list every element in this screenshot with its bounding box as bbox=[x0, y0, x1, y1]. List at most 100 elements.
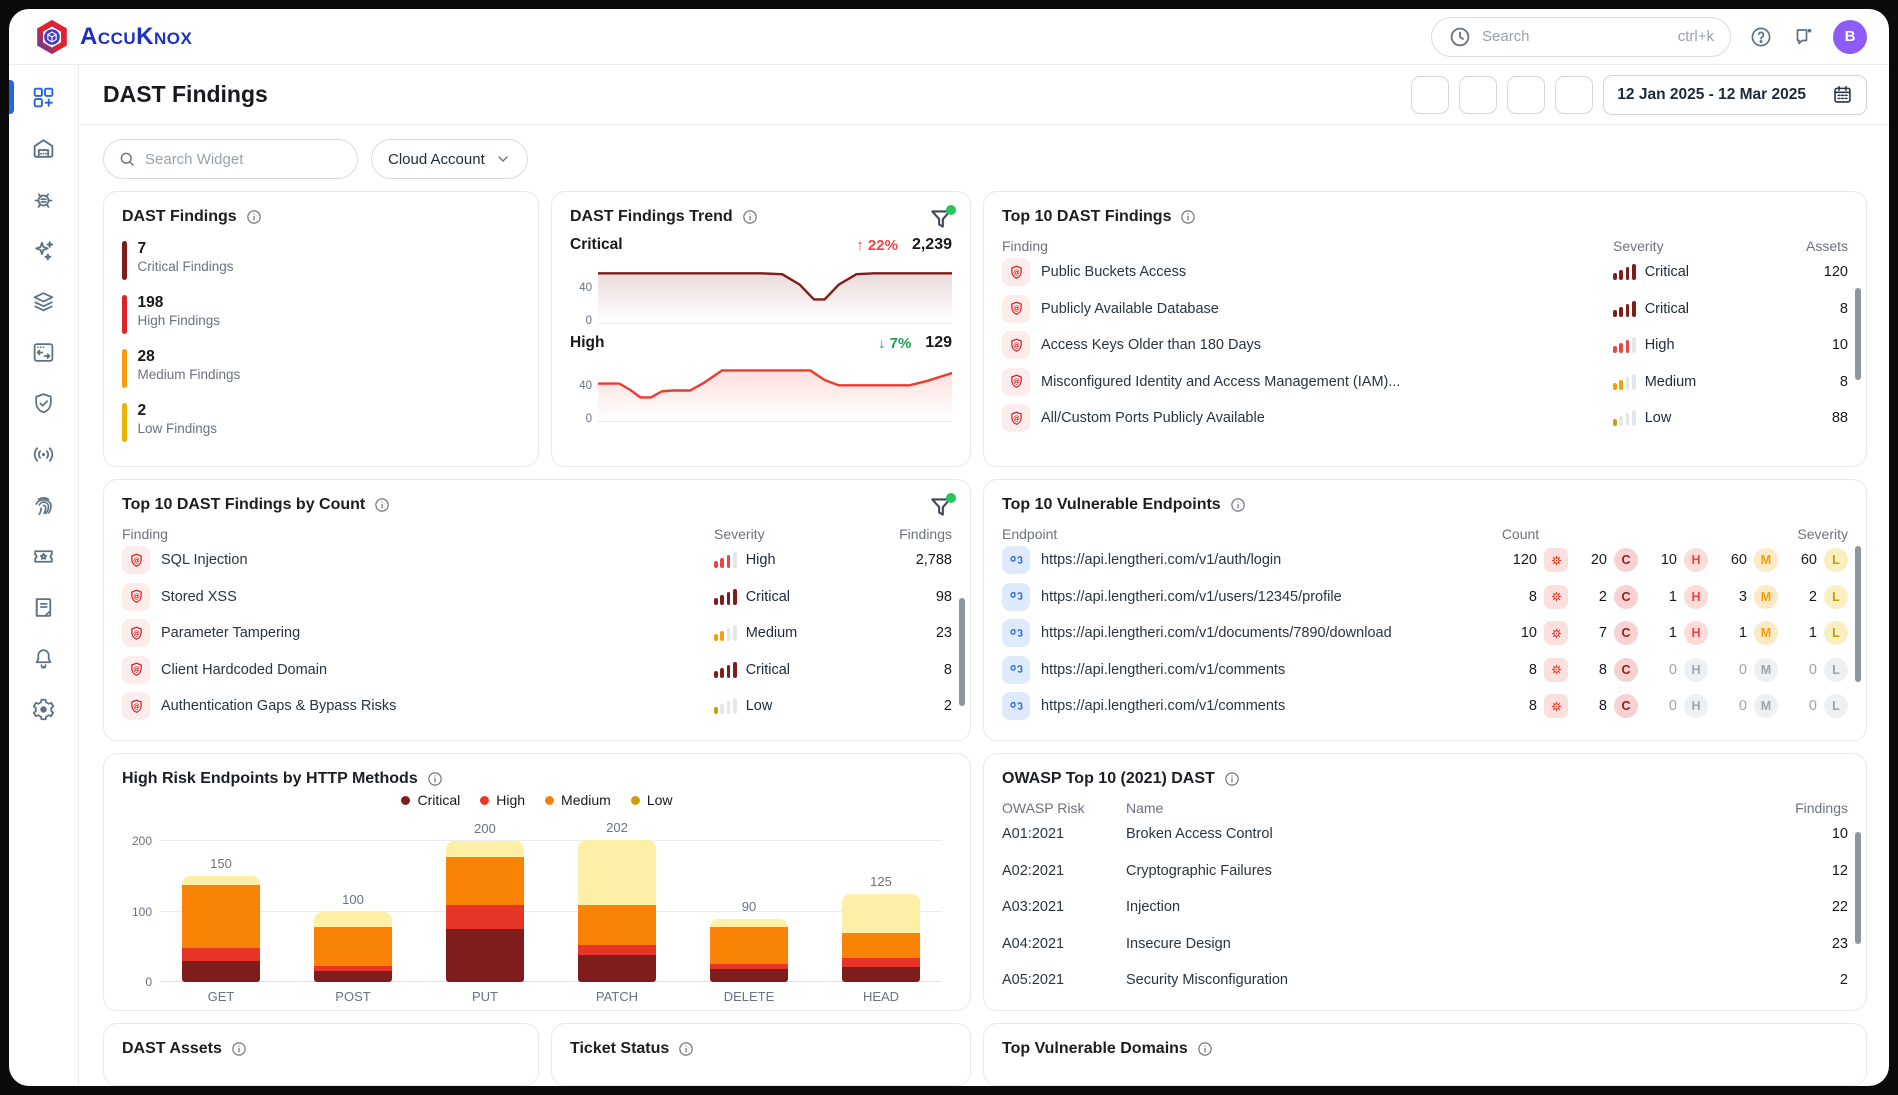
sidebar-item-ticket[interactable] bbox=[24, 536, 64, 576]
table-row[interactable]: @ Authentication Gaps & Bypass Risks Low 2 bbox=[122, 688, 952, 725]
card-findings-by-count: Top 10 DAST Findings by Count Finding Se… bbox=[103, 479, 971, 741]
info-icon[interactable] bbox=[1229, 496, 1247, 514]
sidebar-item-gear[interactable] bbox=[24, 689, 64, 729]
sidebar-item-bug[interactable] bbox=[24, 179, 64, 219]
table-row[interactable]: https://api.lengtheri.com/v1/documents/7… bbox=[1002, 615, 1848, 652]
info-icon[interactable] bbox=[1196, 1040, 1214, 1058]
filter-icon[interactable] bbox=[928, 205, 956, 232]
bar-segment-high bbox=[314, 965, 392, 972]
table-row[interactable]: A02:2021 Cryptographic Failures 12 bbox=[1002, 853, 1848, 890]
table-row[interactable]: A05:2021 Security Misconfiguration 2 bbox=[1002, 962, 1848, 999]
table-row[interactable]: @ Parameter Tampering Medium 23 bbox=[122, 615, 952, 652]
sidebar-item-layers[interactable] bbox=[24, 281, 64, 321]
info-icon[interactable] bbox=[245, 208, 263, 226]
widget-search[interactable] bbox=[103, 139, 358, 179]
table-row[interactable]: @ Stored XSS Critical 98 bbox=[122, 579, 952, 616]
info-icon[interactable] bbox=[230, 1040, 248, 1058]
page-header: DAST Findings 12 Jan 2025 - 12 Mar 2025 bbox=[79, 65, 1889, 125]
trend-line-chart: 40 0 bbox=[579, 262, 952, 327]
topbar-actions: ctrl+k B bbox=[1431, 16, 1867, 57]
sidebar-item-sparkles[interactable] bbox=[24, 230, 64, 270]
table-row[interactable]: https://api.lengtheri.com/v1/auth/login 1… bbox=[1002, 542, 1848, 579]
trend-delta: ↑ 22% bbox=[856, 236, 898, 254]
table-row[interactable]: @ SQL Injection High 2,788 bbox=[122, 542, 952, 579]
finding-shield-icon: @ bbox=[1002, 294, 1030, 323]
header-action-button-3[interactable] bbox=[1507, 75, 1546, 114]
card-title: OWASP Top 10 (2021) DAST bbox=[1002, 770, 1215, 787]
date-range-picker[interactable]: 12 Jan 2025 - 12 Mar 2025 bbox=[1603, 74, 1867, 115]
info-icon[interactable] bbox=[677, 1040, 695, 1058]
bar-segment-high bbox=[578, 944, 656, 956]
trend-delta: ↓ 7% bbox=[877, 334, 912, 352]
info-icon[interactable] bbox=[426, 770, 444, 788]
severity-label: Low bbox=[745, 698, 773, 715]
table-row[interactable]: @ Publicly Available Database Critical 8 bbox=[1002, 291, 1848, 328]
table-row[interactable]: A04:2021 Insecure Design 23 bbox=[1002, 926, 1848, 963]
header-action-button-2[interactable] bbox=[1459, 75, 1498, 114]
stacked-bar-chart: 200 100 0 150 GET 100 POST 200 PUT 202 PATCH 90 DELE… bbox=[132, 820, 942, 1004]
table-row[interactable]: @ All/Custom Ports Publicly Available Low 8… bbox=[1002, 400, 1848, 437]
sidebar-item-notebook[interactable] bbox=[24, 587, 64, 627]
table-row[interactable]: A03:2021 Injection 22 bbox=[1002, 889, 1848, 926]
avatar[interactable]: B bbox=[1833, 19, 1867, 54]
summary-label: Low Findings bbox=[137, 421, 218, 437]
widget-search-input[interactable] bbox=[145, 150, 343, 168]
owasp-name: Security Misconfiguration bbox=[1126, 972, 1288, 989]
info-icon[interactable] bbox=[741, 208, 759, 226]
endpoint-url: https://api.lengtheri.com/v1/comments bbox=[1041, 661, 1286, 678]
brand-logo[interactable]: AccuKnox bbox=[33, 18, 192, 56]
y-axis-tick: 40 bbox=[579, 281, 592, 294]
notification-icon[interactable] bbox=[1791, 25, 1815, 49]
cloud-account-dropdown[interactable]: Cloud Account bbox=[371, 139, 528, 179]
table-row[interactable]: @ Misconfigured Identity and Access Manag… bbox=[1002, 364, 1848, 401]
sidebar-item-broadcast[interactable] bbox=[24, 434, 64, 474]
header-action-button-1[interactable] bbox=[1411, 75, 1450, 114]
sidebar-item-fingerprint[interactable] bbox=[24, 485, 64, 525]
sidebar-item-dashboard[interactable] bbox=[9, 77, 64, 117]
severity-badge-h: H bbox=[1684, 621, 1708, 646]
legend-label: Medium bbox=[561, 792, 611, 808]
endpoint-count: 8 bbox=[1528, 661, 1537, 678]
table-row[interactable]: https://api.lengtheri.com/v1/comments 8 8 C… bbox=[1002, 652, 1848, 689]
sidebar-item-home[interactable] bbox=[24, 128, 64, 168]
svg-text:@: @ bbox=[1013, 305, 1020, 313]
table-row[interactable]: A01:2021 Broken Access Control 10 bbox=[1002, 816, 1848, 853]
table-header: Finding Severity Findings bbox=[122, 526, 952, 542]
scrollbar[interactable] bbox=[1855, 546, 1861, 682]
bell-icon bbox=[31, 646, 56, 671]
endpoint-count: 8 bbox=[1528, 588, 1537, 605]
bar-segment-low bbox=[446, 841, 524, 857]
fingerprint-icon bbox=[31, 493, 56, 518]
scrollbar[interactable] bbox=[1855, 832, 1861, 944]
filter-icon[interactable] bbox=[928, 493, 956, 520]
finding-name: Misconfigured Identity and Access Manage… bbox=[1041, 373, 1401, 390]
severity-count: 8 bbox=[1598, 661, 1607, 678]
severity-count: 2 bbox=[1808, 588, 1817, 605]
info-icon[interactable] bbox=[373, 496, 391, 514]
table-row[interactable]: @ Public Buckets Access Critical 120 bbox=[1002, 254, 1848, 291]
severity-signal-icon bbox=[1613, 300, 1636, 317]
table-row[interactable]: @ Client Hardcoded Domain Critical 8 bbox=[122, 652, 952, 689]
table-row[interactable]: https://api.lengtheri.com/v1/comments 8 8 C… bbox=[1002, 688, 1848, 725]
summary-label: Medium Findings bbox=[137, 367, 241, 383]
severity-count: 60 bbox=[1800, 552, 1817, 569]
header-action-button-4[interactable] bbox=[1555, 75, 1594, 114]
finding-shield-icon: @ bbox=[122, 655, 150, 684]
info-icon[interactable] bbox=[1223, 770, 1241, 788]
gridline bbox=[160, 840, 942, 842]
global-search[interactable]: ctrl+k bbox=[1431, 16, 1731, 57]
help-icon[interactable] bbox=[1749, 25, 1773, 49]
table-row[interactable]: @ Access Keys Older than 180 Days High 10 bbox=[1002, 327, 1848, 364]
scrollbar[interactable] bbox=[959, 598, 965, 706]
table-row[interactable]: https://api.lengtheri.com/v1/users/12345… bbox=[1002, 579, 1848, 616]
x-axis-label: PATCH bbox=[595, 989, 639, 1004]
sidebar-item-api-window[interactable] bbox=[24, 332, 64, 372]
global-search-input[interactable] bbox=[1482, 28, 1668, 45]
scrollbar[interactable] bbox=[1855, 288, 1861, 380]
info-icon[interactable] bbox=[1179, 208, 1197, 226]
sidebar-item-bell[interactable] bbox=[24, 638, 64, 678]
sidebar-item-shield-check[interactable] bbox=[24, 383, 64, 423]
